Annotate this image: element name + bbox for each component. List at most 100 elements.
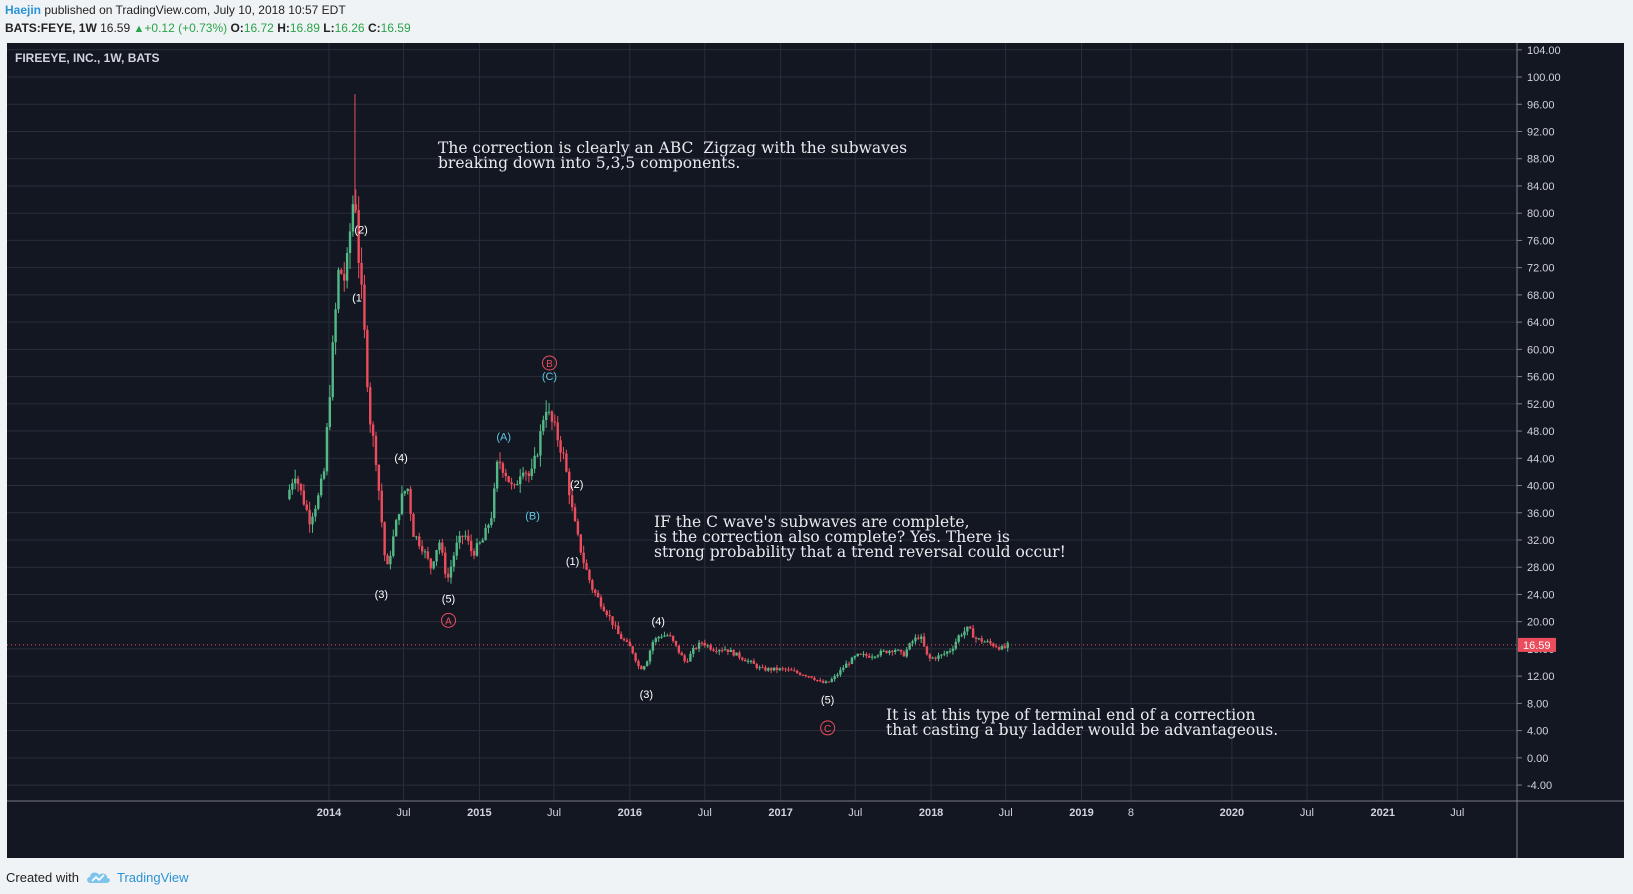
publish-info: published on TradingView.com, July 10, 2… — [44, 3, 346, 17]
candle-body — [371, 424, 375, 436]
candle-body — [516, 484, 519, 486]
candle-body — [663, 635, 666, 637]
candle-body — [925, 646, 929, 655]
candle-body — [357, 210, 360, 263]
candle-body — [317, 495, 320, 509]
candle-body — [513, 484, 516, 486]
candle-body — [853, 656, 857, 658]
candle-body — [761, 667, 764, 669]
y-tick-label: 84.00 — [1527, 181, 1555, 193]
candle-body — [501, 463, 505, 473]
candle-body — [602, 606, 606, 612]
candle-body — [974, 637, 978, 639]
wave-circle — [820, 720, 836, 736]
candle-body — [383, 522, 386, 556]
candle-body — [519, 476, 522, 485]
candle-body — [729, 650, 732, 653]
candle-body — [596, 592, 600, 598]
wave-label: (2) — [570, 479, 583, 491]
candle-body — [438, 542, 441, 551]
candle-body — [847, 663, 851, 665]
candle-body — [322, 471, 326, 479]
last-price-label: 16.59 — [1523, 640, 1551, 652]
candle-body — [839, 669, 842, 675]
x-tick-label: Jul — [547, 807, 561, 819]
candle-body — [582, 552, 585, 564]
candle-body — [314, 508, 317, 517]
candle-body — [769, 668, 773, 671]
candle-body — [420, 546, 424, 552]
candle-body — [833, 676, 836, 680]
candle-body — [865, 654, 868, 656]
candle-body — [527, 473, 531, 477]
candle-body — [706, 645, 709, 647]
candle-body — [455, 542, 458, 556]
candle-body — [337, 269, 340, 310]
candle-body — [637, 661, 640, 667]
candle-body — [908, 643, 911, 650]
wave-label: (3) — [375, 589, 388, 601]
candle-body — [980, 638, 983, 642]
wave-label: (1) — [566, 556, 579, 568]
candle-body — [510, 482, 513, 485]
candle-body — [723, 649, 727, 651]
author-link[interactable]: Haejin — [5, 3, 42, 17]
candle-body — [351, 204, 355, 232]
candle-body — [963, 631, 966, 636]
candle-body — [651, 641, 655, 651]
candle-body — [720, 650, 724, 652]
candle-body — [469, 540, 473, 552]
candle-body — [902, 651, 906, 657]
open-label: O: — [230, 21, 244, 35]
candle-body — [669, 635, 672, 637]
candle-body — [599, 597, 603, 607]
candle-body — [692, 647, 695, 654]
chart-panel[interactable]: 104.00 100.00 96.00 92.00 88.00 84.00 80.00 76.… — [7, 43, 1624, 858]
candle-body — [694, 647, 698, 649]
x-tick-label: Jul — [848, 807, 862, 819]
wave-circle — [441, 612, 457, 628]
candle-body — [870, 656, 874, 658]
candle-body — [715, 650, 718, 652]
candle-body — [677, 645, 681, 653]
candle-body — [328, 397, 332, 428]
candle-body — [709, 645, 712, 650]
tradingview-link[interactable]: TradingView — [116, 869, 189, 885]
x-tick-label: 2019 — [1069, 807, 1093, 819]
candle-body — [862, 654, 865, 656]
candle-body — [758, 667, 761, 669]
y-tick-label: 60.00 — [1527, 344, 1555, 356]
candle-body — [628, 641, 632, 647]
y-tick-label: -4.00 — [1527, 780, 1552, 792]
candle-body — [983, 641, 986, 643]
x-tick-label: Jul — [698, 807, 712, 819]
wave-label: (3) — [640, 689, 653, 701]
candle-body — [931, 657, 934, 659]
candle-body — [767, 668, 770, 671]
candle-body — [319, 478, 323, 496]
candle-body — [608, 614, 611, 617]
candle-body — [718, 650, 721, 652]
candle-body — [481, 540, 484, 543]
candle-body — [467, 535, 470, 541]
x-tick-label: 2014 — [317, 807, 342, 819]
x-tick-label: Jul — [1450, 807, 1464, 819]
candle-body — [882, 650, 885, 652]
candle-body — [406, 488, 409, 492]
candle-body — [764, 667, 767, 671]
price-chart[interactable]: 104.00100.0096.0092.0088.0084.0080.0076.… — [7, 43, 1624, 858]
candle-body — [842, 667, 845, 670]
candle-body — [556, 422, 559, 441]
candle-body — [562, 452, 565, 454]
candle-body — [977, 638, 981, 640]
close-value: 16.59 — [380, 21, 411, 35]
y-tick-label: 96.00 — [1527, 99, 1555, 111]
wave-label: (5) — [821, 694, 834, 706]
candle-body — [922, 636, 926, 647]
candle-body — [579, 534, 582, 553]
candle-body — [671, 635, 675, 641]
x-tick-label: 2015 — [467, 807, 491, 819]
candle-body — [464, 535, 467, 537]
candle-body — [680, 652, 683, 656]
candle-body — [914, 637, 917, 642]
